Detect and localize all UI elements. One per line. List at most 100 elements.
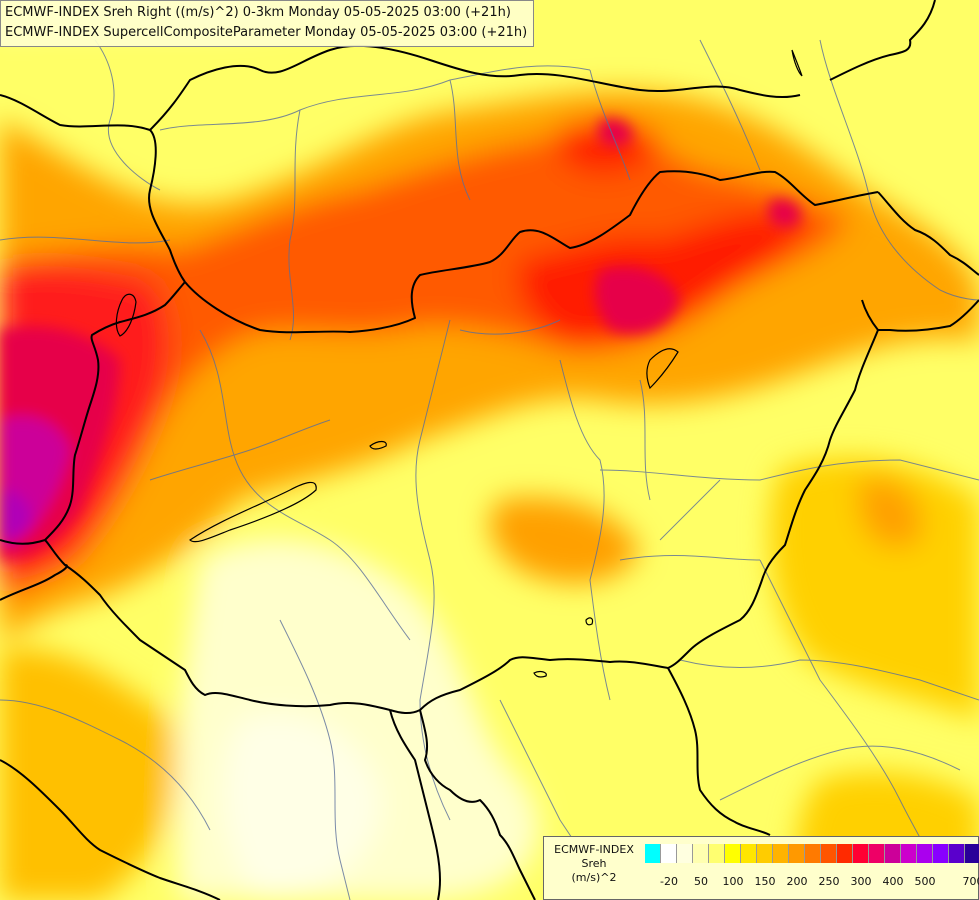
border-hungary-romania (667, 329, 879, 669)
legend-title-line3: (m/s)^2 (571, 871, 617, 884)
legend-swatch (933, 844, 949, 863)
field-red-core-north (556, 119, 660, 174)
field-peaks (0, 118, 801, 560)
admin-line (415, 319, 451, 821)
legend-tick: 400 (882, 875, 904, 888)
border-romania-serbia (667, 667, 771, 836)
legend-tick: 500 (914, 875, 936, 888)
legend-swatch (725, 844, 741, 863)
map-title-box: ECMWF-INDEX Sreh Right ((m/s)^2) 0-3km M… (0, 0, 535, 47)
legend-swatch (677, 844, 693, 863)
legend-swatch (741, 844, 757, 863)
legend-tick-labels: -20 50 100 150 200 250 300 400 500 700 (645, 875, 979, 891)
legend-swatch (805, 844, 821, 863)
admin-line (159, 65, 591, 131)
admin-line (869, 199, 979, 301)
field-orange-east-patch (858, 478, 922, 548)
admin-line (149, 419, 331, 481)
border-ukraine-hungary (861, 299, 879, 331)
admin-line (449, 79, 471, 201)
border-austria-czechia-slovakia (0, 94, 186, 283)
border-bosnia-croatia-west (0, 759, 221, 900)
admin-line (279, 619, 351, 900)
legend-swatch (869, 844, 885, 863)
lake-small-2 (791, 49, 803, 77)
admin-line (699, 39, 761, 171)
legend-tick: 100 (722, 875, 744, 888)
legend-tick: 250 (818, 875, 840, 888)
legend-tick: 300 (850, 875, 872, 888)
legend-title-line1: ECMWF-INDEX (554, 843, 634, 856)
admin-line (0, 699, 211, 831)
legend-swatch (693, 844, 709, 863)
border-austria-hungary (44, 281, 186, 541)
legend-tick: 150 (754, 875, 776, 888)
admin-line (599, 459, 979, 481)
field-crimson-east (594, 266, 680, 334)
lake-small-5 (646, 348, 679, 390)
admin-line (589, 69, 631, 181)
legend-tick: -20 (660, 875, 678, 888)
admin-line (819, 39, 871, 201)
field-red-core-east (517, 211, 810, 344)
border-czechia-poland (149, 44, 801, 131)
lake-small-1 (369, 440, 387, 450)
border-ukraine-romania (878, 299, 979, 332)
border-austria-slovenia (0, 539, 46, 545)
lake-small-3 (533, 670, 547, 678)
legend-swatch (773, 844, 789, 863)
legend-title-line2: Sreh (581, 857, 607, 870)
legend-swatch (757, 844, 773, 863)
admin-line (659, 479, 721, 541)
legend-swatch (949, 844, 965, 863)
map-title-line2: ECMWF-INDEX SupercellCompositeParameter … (5, 25, 528, 40)
border-slovakia-ukraine (877, 191, 979, 276)
field-gold-southwest (0, 648, 177, 900)
legend-color-bar (645, 844, 979, 863)
border-croatia-bosnia (389, 709, 441, 900)
legend-swatch (901, 844, 917, 863)
admin-line (94, 39, 161, 191)
border-croatia-serbia (419, 709, 536, 900)
admin-line (639, 379, 651, 501)
border-slovakia-hungary (184, 170, 879, 334)
legend-swatch (645, 844, 661, 863)
legend-swatch (661, 844, 677, 863)
legend-swatch (965, 844, 979, 863)
admin-line (459, 319, 561, 335)
admin-line (559, 359, 611, 701)
legend-tick: 700 (962, 875, 979, 888)
field-gold-east (770, 457, 979, 720)
admin-line (679, 659, 979, 701)
admin-line (0, 236, 171, 244)
admin-line (719, 745, 961, 801)
lakes (115, 49, 803, 678)
field-pale-south (222, 713, 382, 900)
lake-balaton (189, 481, 317, 543)
border-slovenia-croatia (0, 564, 68, 601)
map-title-line1: ECMWF-INDEX Sreh Right ((m/s)^2) 0-3km M… (5, 5, 511, 20)
legend-swatch (885, 844, 901, 863)
field-magenta-core (0, 490, 31, 539)
legend-tick: 200 (786, 875, 808, 888)
color-legend: ECMWF-INDEX Sreh (m/s)^2 -20 50 100 150 200 2… (543, 836, 979, 900)
legend-swatch (821, 844, 837, 863)
legend-title: ECMWF-INDEX Sreh (m/s)^2 (544, 843, 644, 885)
field-crimson-ne (768, 198, 801, 228)
legend-tick: 50 (694, 875, 708, 888)
border-hungary-croatia (44, 539, 391, 711)
admin-line (619, 555, 761, 561)
legend-swatch (917, 844, 933, 863)
legend-swatch (837, 844, 853, 863)
admin-line (288, 109, 301, 341)
admin-line (199, 329, 411, 641)
legend-swatch (853, 844, 869, 863)
lake-neusiedl (115, 293, 137, 337)
border-poland-ukraine (829, 0, 936, 81)
lake-small-4 (585, 617, 594, 626)
legend-swatch (789, 844, 805, 863)
field-crimson-north (598, 118, 633, 147)
